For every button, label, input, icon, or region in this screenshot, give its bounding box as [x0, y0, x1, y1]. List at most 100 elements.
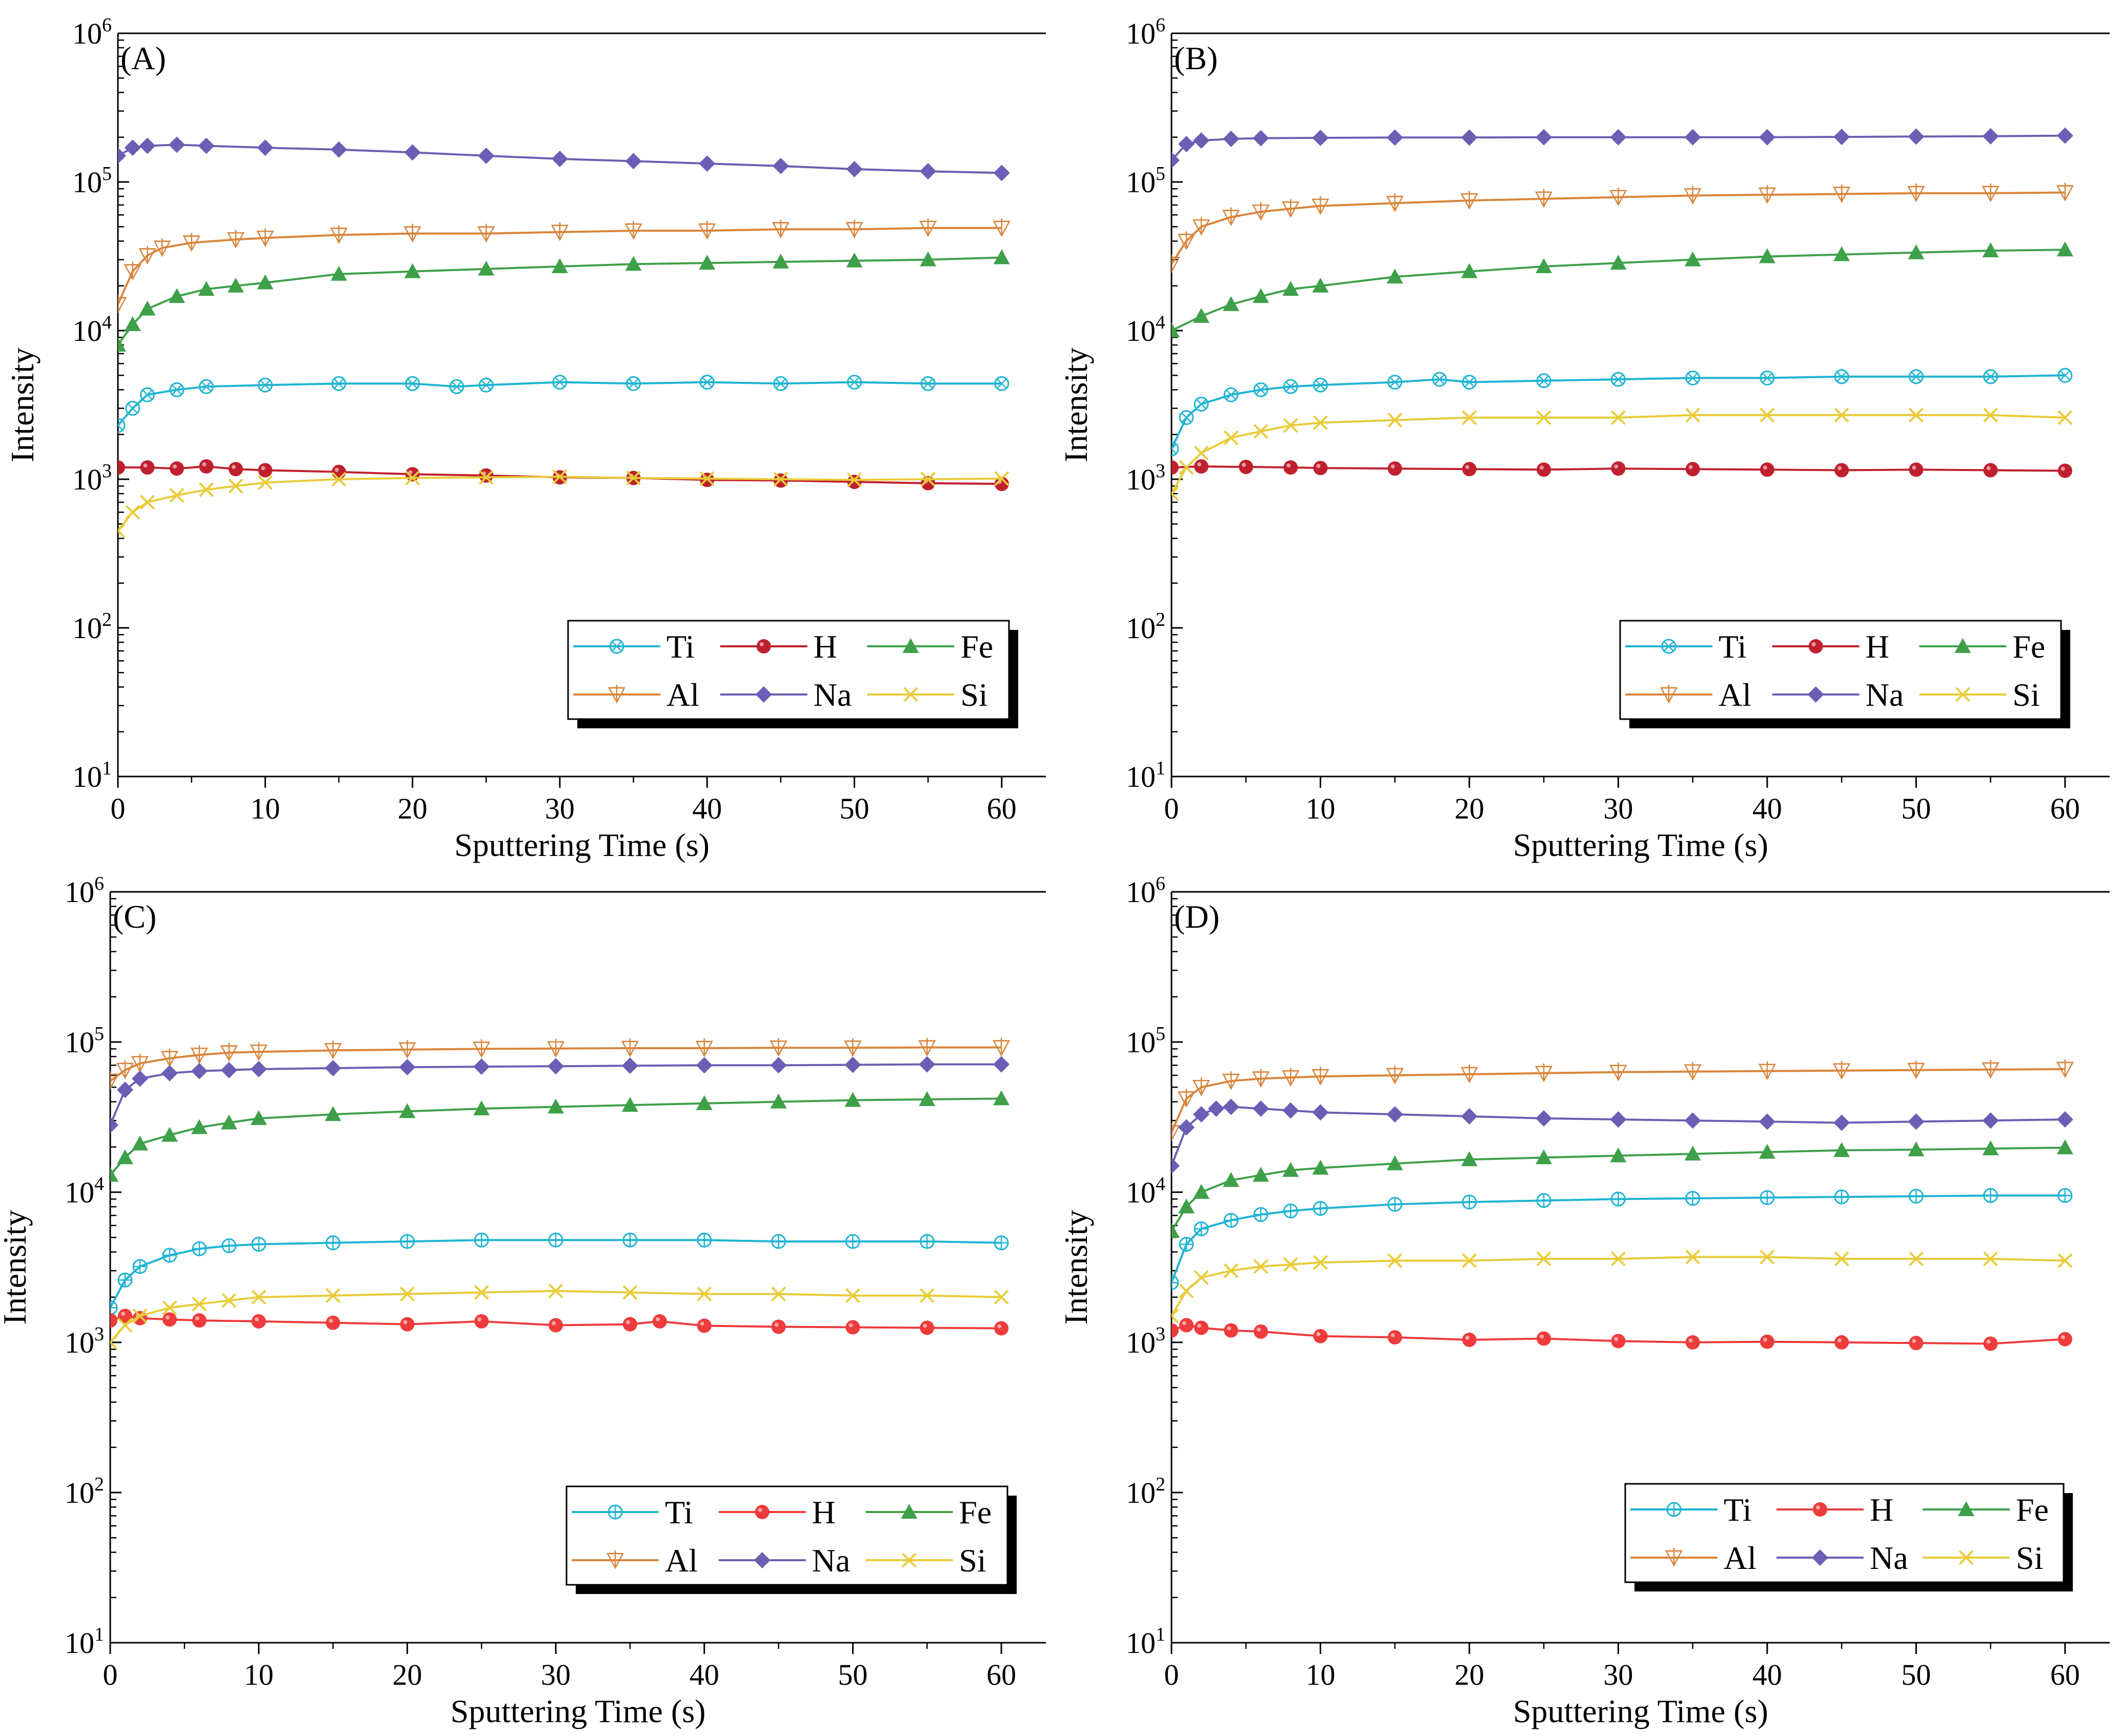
x-tick-label: 10	[1305, 1658, 1335, 1691]
data-point-ti	[1194, 1221, 1209, 1237]
legend-marker	[901, 1553, 917, 1568]
series-na	[118, 136, 1010, 181]
data-point-h	[118, 460, 125, 475]
legend-label: Al	[665, 1542, 698, 1579]
data-point-ti	[1179, 1237, 1194, 1252]
data-point-al	[1171, 1122, 1181, 1142]
y-tick-label: 101	[1126, 1624, 1165, 1660]
y-tick-label: 104	[1126, 1173, 1165, 1209]
x-tick-label: 60	[986, 1658, 1016, 1691]
data-point-h	[1834, 1335, 1849, 1350]
legend-item-h: H	[1776, 1492, 1893, 1528]
data-point-ti	[1983, 369, 1998, 384]
x-tick-label: 40	[1752, 1658, 1782, 1691]
data-point-si	[228, 478, 244, 494]
data-point-si	[1387, 413, 1403, 428]
data-point-fe	[621, 1097, 638, 1112]
y-tick-label: 105	[72, 163, 112, 199]
data-point-al	[547, 1038, 565, 1058]
data-point-fe	[1908, 1141, 1925, 1156]
data-point-h	[652, 1314, 667, 1329]
data-point-h	[1909, 1336, 1924, 1351]
data-point-fe	[325, 1106, 341, 1121]
legend-item-ti: Ti	[1630, 1492, 1752, 1528]
data-point-ti	[845, 1234, 860, 1249]
legend-item-h: H	[720, 628, 837, 665]
data-point-si	[1223, 1263, 1239, 1278]
y-tick-label: 103	[72, 460, 112, 496]
data-point-na	[1461, 129, 1478, 146]
x-tick-label: 40	[690, 1658, 719, 1691]
legend-marker	[1665, 1548, 1683, 1567]
data-point-na	[1610, 129, 1627, 146]
legend-marker	[1812, 1549, 1828, 1566]
legend-marker	[608, 1504, 623, 1520]
legend-label: H	[812, 1494, 836, 1530]
data-point-ti	[1834, 369, 1849, 384]
data-point-ti	[1908, 369, 1924, 384]
legend-item-na: Na	[1772, 677, 1904, 713]
series-ti	[110, 1232, 1009, 1315]
data-point-na	[257, 139, 274, 156]
y-tick-label: 104	[72, 312, 112, 348]
series-na	[1171, 127, 2073, 169]
data-point-fe	[1908, 244, 1925, 259]
data-point-na	[124, 139, 141, 156]
data-point-al	[220, 1043, 238, 1062]
legend-label: Ti	[1719, 628, 1747, 665]
data-point-h	[199, 459, 214, 474]
series-h	[1171, 1318, 2072, 1351]
x-tick-label: 50	[1901, 1658, 1931, 1691]
data-point-h	[1760, 462, 1774, 477]
legend-label: Si	[2016, 1540, 2043, 1576]
x-tick-label: 50	[840, 792, 870, 825]
data-point-h	[1462, 462, 1477, 477]
series-fe	[1171, 1139, 2073, 1238]
legend-label: Fe	[960, 628, 993, 665]
x-tick-label: 10	[244, 1658, 274, 1691]
data-point-ti	[1171, 441, 1179, 457]
series-ti	[1171, 367, 2073, 457]
data-point-si	[1313, 1255, 1328, 1270]
data-point-fe	[139, 300, 156, 316]
data-point-al	[1684, 186, 1702, 205]
y-tick-label: 103	[1126, 1323, 1165, 1359]
data-point-al	[2056, 1059, 2074, 1078]
data-point-al	[1609, 187, 1627, 207]
data-point-al	[1177, 1089, 1196, 1108]
x-tick-label: 10	[250, 792, 280, 825]
data-point-si	[192, 1296, 207, 1312]
data-point-h	[331, 464, 346, 479]
data-point-na	[621, 1057, 638, 1074]
x-tick-label: 60	[2050, 1658, 2080, 1691]
plot-area	[110, 1037, 1011, 1350]
data-point-si	[110, 1335, 118, 1350]
data-point-ti	[919, 1234, 935, 1249]
data-point-ti	[405, 376, 420, 391]
data-point-ti	[257, 377, 273, 393]
data-point-fe	[1610, 1147, 1627, 1162]
data-point-al	[1833, 184, 1851, 203]
data-point-ti	[162, 1248, 177, 1263]
data-point-si	[626, 471, 641, 485]
x-tick-label: 50	[1901, 792, 1931, 825]
legend-item-si: Si	[1923, 1540, 2043, 1576]
data-point-fe	[1312, 277, 1329, 293]
legend-item-fe: Fe	[865, 1494, 992, 1530]
x-tick-label: 0	[111, 792, 126, 825]
y-tick-label: 102	[1126, 1474, 1165, 1509]
legend-marker	[1808, 639, 1823, 653]
data-point-fe	[161, 1127, 178, 1142]
x-tick-label: 60	[2050, 792, 2080, 825]
series-line-si	[1171, 414, 2065, 495]
legend-item-fe: Fe	[867, 628, 993, 665]
data-point-na	[993, 165, 1010, 181]
data-point-na	[699, 155, 716, 172]
data-point-na	[2056, 1111, 2073, 1128]
data-point-na	[1684, 1112, 1701, 1129]
data-point-si	[2057, 410, 2073, 425]
data-point-al	[1758, 1061, 1776, 1080]
data-point-ti	[2057, 1188, 2073, 1203]
legend-label: Fe	[2016, 1492, 2049, 1528]
data-point-fe	[1282, 1162, 1299, 1177]
